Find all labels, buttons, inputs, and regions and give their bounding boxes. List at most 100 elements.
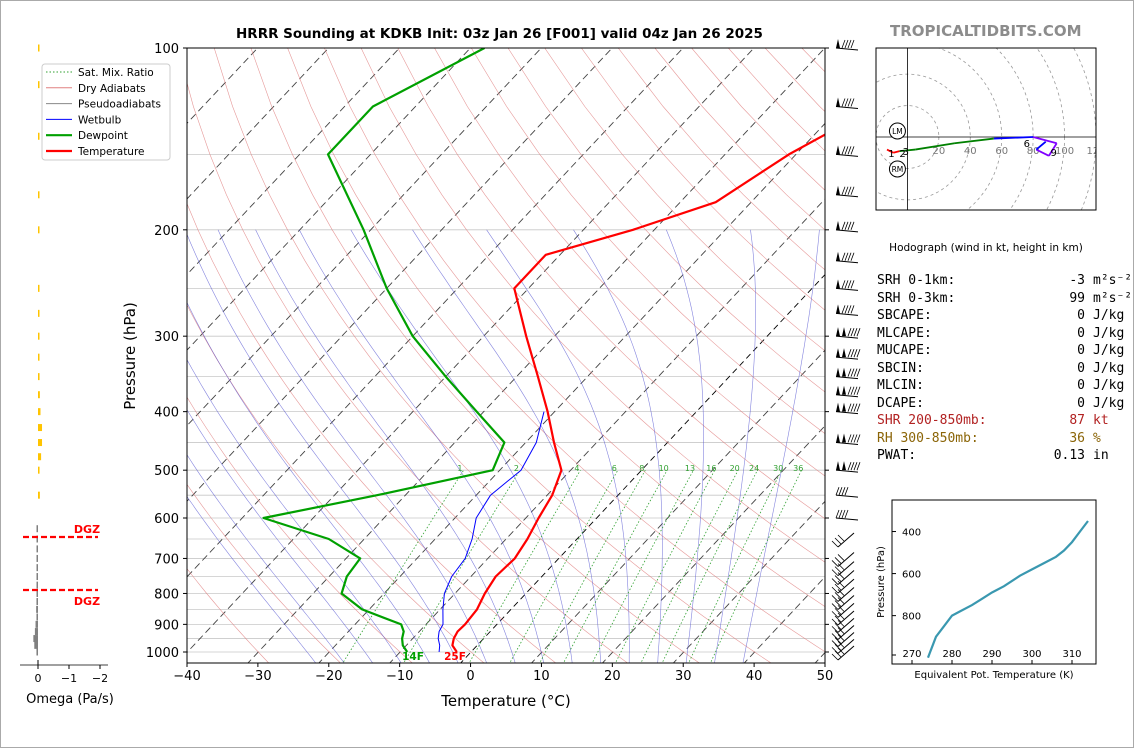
stats-panel: SRH 0-1km: -3 m²s⁻² SRH 0-3km: 99 m²s⁻² SBCAPE… bbox=[877, 272, 1132, 465]
mixing-ratio-label: 2 bbox=[514, 464, 519, 473]
mixing-ratio-line bbox=[509, 469, 619, 663]
mixing-ratio-label: 1 bbox=[457, 464, 462, 473]
moist-adiabat bbox=[255, 229, 516, 663]
barb-feather bbox=[831, 540, 839, 548]
barb-flag bbox=[836, 279, 840, 289]
isotherm bbox=[187, 48, 471, 351]
barb-feather bbox=[856, 434, 861, 443]
barb-feather bbox=[837, 597, 845, 604]
barb-feather bbox=[853, 403, 858, 412]
barb-feather bbox=[837, 641, 845, 648]
barb-feather bbox=[841, 252, 846, 261]
hodo-segment bbox=[886, 148, 894, 154]
mixing-ratio-label: 36 bbox=[793, 464, 803, 473]
barb-flag bbox=[842, 327, 846, 337]
omega-bar bbox=[36, 554, 38, 562]
legend-label: Dry Adiabats bbox=[78, 83, 146, 95]
barb-feather bbox=[831, 595, 839, 602]
barb-flag bbox=[836, 348, 840, 358]
barb-feather bbox=[831, 578, 839, 585]
y-tick-label: 900 bbox=[154, 618, 179, 633]
chart-title: HRRR Sounding at KDKB Init: 03z Jan 26 [… bbox=[236, 26, 763, 42]
hodo-caption: Hodograph (wind in kt, height in km) bbox=[889, 242, 1083, 254]
stat-unit: J/kg bbox=[1093, 395, 1125, 411]
barb-feather bbox=[837, 647, 845, 655]
x-tick-label: 30 bbox=[675, 669, 692, 684]
barb-shaft bbox=[837, 632, 855, 647]
mixing-ratio-label: 16 bbox=[706, 464, 716, 473]
barb-shaft bbox=[835, 442, 859, 446]
x-tick-label: −20 bbox=[315, 669, 342, 684]
mixing-ratio-line bbox=[468, 469, 581, 663]
omega-bar bbox=[38, 191, 40, 199]
barb-feather bbox=[844, 221, 849, 230]
stat-label: SRH 0-3km: bbox=[877, 290, 956, 306]
barb-feather bbox=[844, 509, 849, 519]
legend: Sat. Mix. Ratio Dry Adiabats Pseudoadiabat… bbox=[41, 63, 171, 161]
theta-x-tick-label: 290 bbox=[982, 649, 1001, 660]
hodo-height-label: 1 bbox=[888, 149, 894, 160]
x-tick-label: 20 bbox=[604, 669, 621, 684]
barb-feather bbox=[831, 603, 839, 610]
theta-x-tick-label: 280 bbox=[942, 649, 961, 660]
stat-value: 87 bbox=[1069, 413, 1085, 428]
wind-barbs bbox=[831, 39, 861, 661]
dry-adiabat bbox=[287, 48, 825, 653]
stat-row: MLCAPE: 0 J/kg bbox=[877, 325, 1132, 343]
omega-bar bbox=[38, 466, 40, 474]
wind-barb bbox=[831, 552, 855, 567]
x-axis-label: Temperature (°C) bbox=[440, 692, 570, 710]
barb-feather bbox=[853, 386, 858, 395]
barb-shaft bbox=[837, 532, 855, 548]
barb-feather bbox=[847, 39, 852, 49]
omega-bar bbox=[38, 373, 40, 381]
barb-feather bbox=[834, 583, 842, 591]
barb-feather bbox=[847, 403, 852, 412]
stat-row: SBCAPE: 0 J/kg bbox=[877, 307, 1132, 325]
isotherm bbox=[187, 48, 400, 276]
omega-tick-label: −1 bbox=[61, 672, 77, 685]
barb-feather bbox=[847, 221, 852, 230]
wind-barb bbox=[835, 145, 859, 157]
x-tick-label: 0 bbox=[466, 669, 474, 684]
barb-feather bbox=[847, 386, 852, 395]
barb-shaft bbox=[837, 587, 855, 602]
wind-barb bbox=[835, 304, 859, 316]
hodo-segment bbox=[1035, 141, 1047, 151]
barb-flag bbox=[836, 433, 840, 443]
barb-feather bbox=[834, 630, 842, 637]
barb-shaft bbox=[835, 494, 859, 498]
omega-bar bbox=[36, 605, 38, 613]
barb-feather bbox=[850, 98, 855, 107]
barb-shaft bbox=[835, 411, 859, 415]
barb-shaft bbox=[835, 394, 859, 398]
theta-x-tick-label: 310 bbox=[1062, 649, 1081, 660]
moist-adiabat bbox=[187, 301, 430, 663]
barb-feather bbox=[841, 186, 846, 195]
hodo-segment bbox=[1035, 148, 1050, 157]
hodo-height-label: 3 bbox=[903, 147, 909, 158]
barb-feather bbox=[847, 186, 852, 195]
wind-barb bbox=[831, 570, 855, 585]
dgz-label: DGZ bbox=[74, 595, 100, 608]
brand-logo: TROPICALTIDBITS.COM bbox=[890, 22, 1082, 40]
barb-shaft bbox=[835, 229, 859, 233]
omega-bar bbox=[36, 613, 38, 621]
stat-value: 0 bbox=[1077, 360, 1085, 376]
hodo-ring-label: 80 bbox=[1027, 146, 1040, 157]
stat-unit: J/kg bbox=[1093, 378, 1125, 393]
mixing-ratio-line bbox=[710, 470, 802, 663]
barb-shaft bbox=[837, 552, 855, 567]
barb-feather bbox=[834, 592, 842, 599]
wind-barb bbox=[831, 578, 855, 594]
barb-feather bbox=[847, 434, 852, 443]
barb-feather bbox=[834, 600, 842, 607]
skew-t-plot: 1 2 4 6 8 10 13 16 20 24 30 36−40 −30 −20 −10 0 10 20 30 40… bbox=[41, 42, 833, 710]
wind-barb bbox=[835, 348, 861, 360]
barb-flag bbox=[836, 367, 840, 377]
moist-adiabat bbox=[742, 229, 820, 663]
barb-feather bbox=[841, 146, 846, 155]
barb-shaft bbox=[835, 376, 859, 380]
wind-barb bbox=[831, 602, 855, 618]
omega-bar bbox=[38, 439, 43, 447]
